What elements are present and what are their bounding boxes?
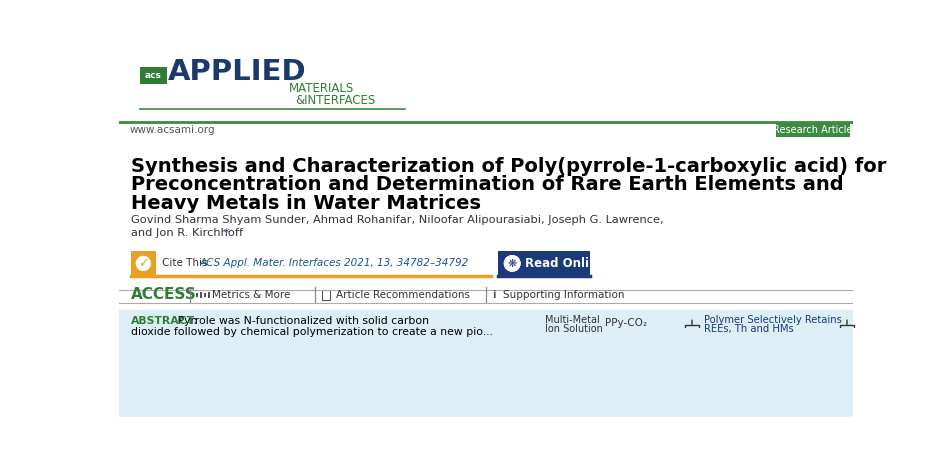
Text: Govind Sharma Shyam Sunder, Ahmad Rohanifar, Niloofar Alipourasiabi, Joseph G. L: Govind Sharma Shyam Sunder, Ahmad Rohani… xyxy=(131,215,664,225)
Text: Synthesis and Characterization of Poly(pyrrole-1-carboxylic acid) for: Synthesis and Characterization of Poly(p… xyxy=(131,157,886,176)
Text: ✓: ✓ xyxy=(138,257,149,270)
Circle shape xyxy=(504,256,520,271)
Text: ACCESS: ACCESS xyxy=(131,287,196,303)
Text: &INTERFACES: &INTERFACES xyxy=(295,94,375,106)
Text: |: | xyxy=(312,287,318,303)
Text: Preconcentration and Determination of Rare Earth Elements and: Preconcentration and Determination of Ra… xyxy=(131,175,844,194)
Text: ACS Appl. Mater. Interfaces 2021, 13, 34782–34792: ACS Appl. Mater. Interfaces 2021, 13, 34… xyxy=(199,258,468,268)
Bar xyxy=(118,310,853,417)
Text: MATERIALS: MATERIALS xyxy=(289,82,355,95)
Text: and Jon R. Kirchhoff: and Jon R. Kirchhoff xyxy=(131,227,243,238)
Text: ABSTRACT:: ABSTRACT: xyxy=(131,316,199,326)
Text: Article Recommendations: Article Recommendations xyxy=(336,290,469,300)
Text: ❋: ❋ xyxy=(507,258,517,268)
Text: |: | xyxy=(187,287,191,303)
Text: APPLIED: APPLIED xyxy=(168,58,307,85)
Bar xyxy=(208,292,210,298)
Text: Metrics & More: Metrics & More xyxy=(211,290,290,300)
Text: Pyrrole was N-functionalized with solid carbon: Pyrrole was N-functionalized with solid … xyxy=(174,316,429,326)
Text: |: | xyxy=(483,287,488,303)
Bar xyxy=(140,67,167,84)
Text: Ion Solution: Ion Solution xyxy=(545,324,603,334)
Text: Multi-Metal: Multi-Metal xyxy=(545,315,599,325)
Bar xyxy=(204,293,206,297)
Text: acs: acs xyxy=(145,71,162,80)
Bar xyxy=(775,123,850,137)
Text: Research Article: Research Article xyxy=(774,125,852,135)
Bar xyxy=(499,251,590,276)
Text: i: i xyxy=(492,290,496,300)
Bar xyxy=(322,289,330,300)
Text: Polymer Selectively Retains: Polymer Selectively Retains xyxy=(703,315,842,325)
Text: Read Online: Read Online xyxy=(524,257,605,270)
Text: Heavy Metals in Water Matrices: Heavy Metals in Water Matrices xyxy=(131,194,481,213)
Text: www.acsami.org: www.acsami.org xyxy=(129,125,215,135)
Text: PPy-CO₂: PPy-CO₂ xyxy=(605,318,647,328)
Bar xyxy=(196,294,198,296)
Text: Supporting Information: Supporting Information xyxy=(502,290,625,300)
Text: REEs, Th and HMs: REEs, Th and HMs xyxy=(703,324,793,334)
Text: dioxide followed by chemical polymerization to create a new pio...: dioxide followed by chemical polymerizat… xyxy=(131,327,493,337)
Bar xyxy=(131,251,155,276)
Bar xyxy=(200,292,202,298)
Circle shape xyxy=(137,257,151,270)
Text: Cite This:: Cite This: xyxy=(162,258,214,268)
Text: *: * xyxy=(224,227,229,238)
